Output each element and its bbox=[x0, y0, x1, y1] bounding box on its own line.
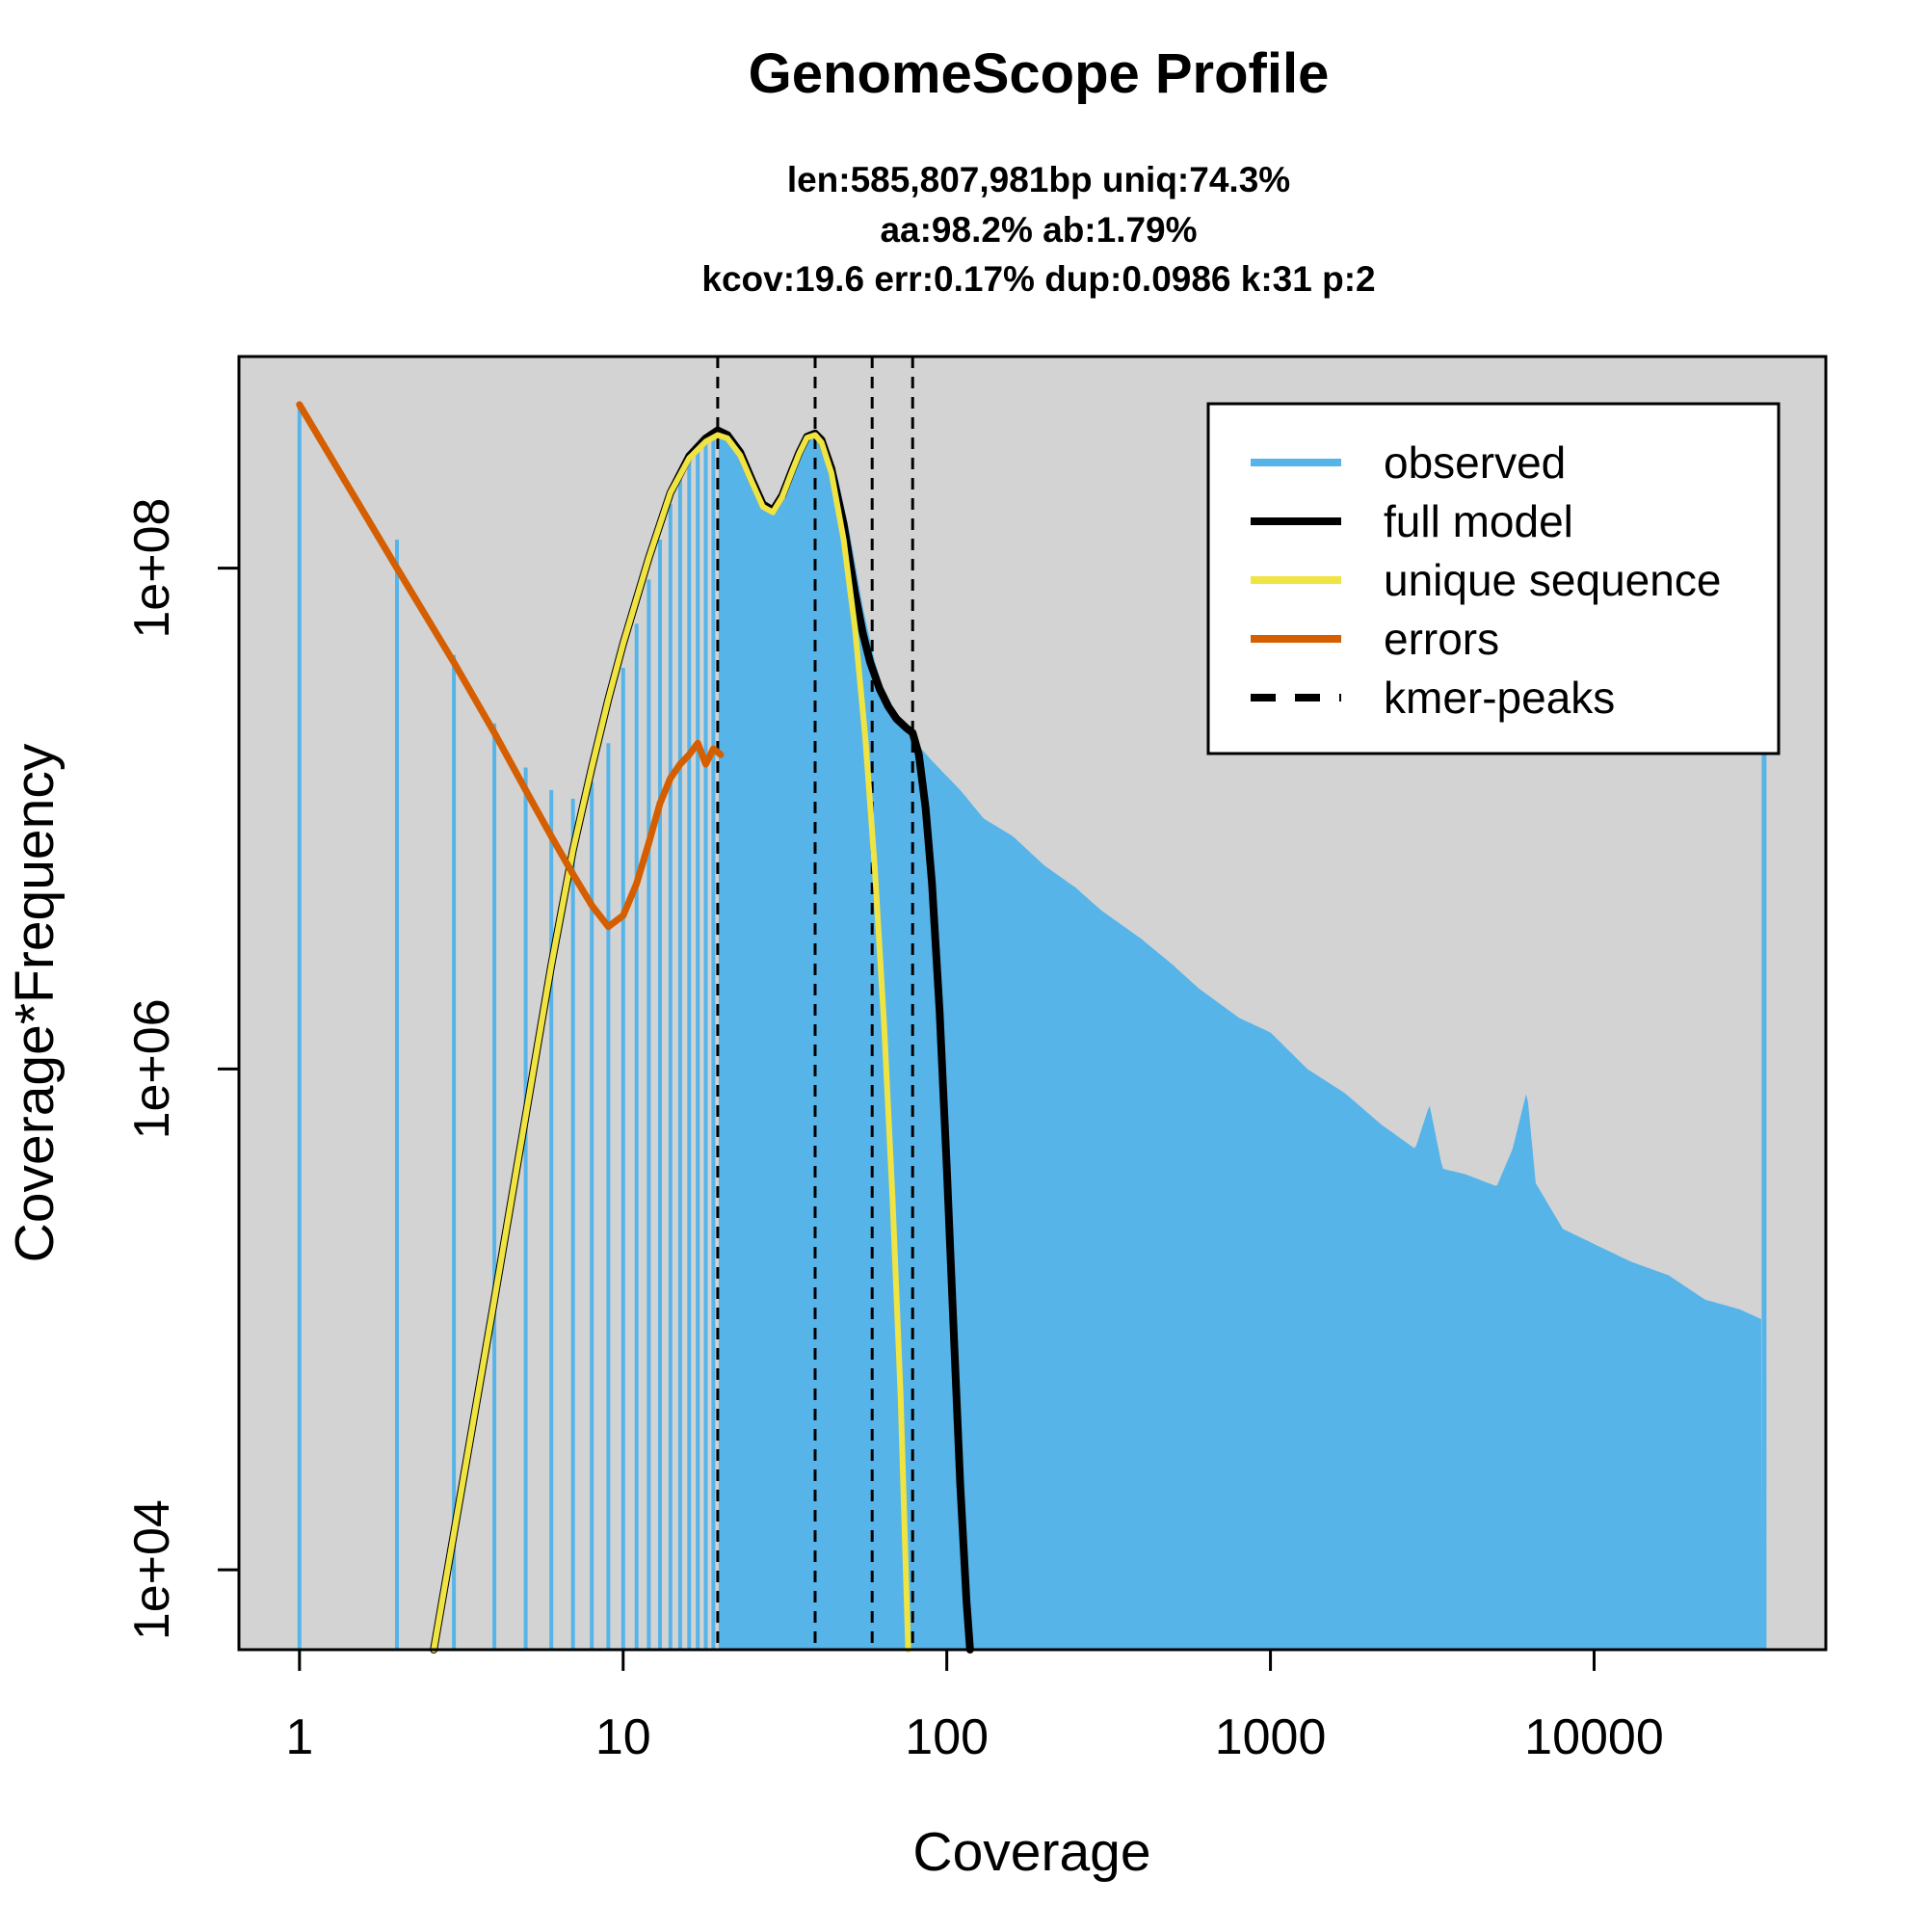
observed-area bbox=[720, 429, 1762, 1651]
chart-subtitle-line-3: kcov:19.6 err:0.17% dup:0.0986 k:31 p:2 bbox=[701, 259, 1375, 299]
legend-label-kmer-peaks: kmer-peaks bbox=[1384, 673, 1615, 723]
x-tick-label-10000: 10000 bbox=[1524, 1709, 1664, 1765]
chart-subtitle-line-1: len:585,807,981bp uniq:74.3% bbox=[787, 160, 1290, 199]
x-tick-label-1000: 1000 bbox=[1215, 1709, 1327, 1765]
model-series-layer bbox=[296, 401, 974, 1654]
y-axis: 1e+04 1e+06 1e+08 bbox=[124, 498, 241, 1640]
x-axis: 1 10 100 1000 10000 bbox=[285, 1648, 1664, 1765]
chart-title: GenomeScope Profile bbox=[749, 42, 1330, 105]
legend-label-observed: observed bbox=[1384, 437, 1566, 488]
legend-label-full-model: full model bbox=[1384, 496, 1573, 546]
legend-label-errors: errors bbox=[1384, 614, 1499, 664]
legend-label-unique-sequence: unique sequence bbox=[1384, 555, 1721, 605]
x-tick-label-10: 10 bbox=[595, 1709, 651, 1765]
y-tick-label-1e+06: 1e+06 bbox=[124, 998, 180, 1139]
unique-sequence-line bbox=[431, 432, 911, 1653]
y-tick-label-1e+08: 1e+08 bbox=[124, 498, 180, 639]
kmer-peaks-layer bbox=[716, 357, 914, 1650]
legend: observed full model unique sequence errors k… bbox=[1206, 402, 1781, 755]
x-tick-label-1: 1 bbox=[285, 1709, 313, 1765]
x-axis-label: Coverage bbox=[912, 1821, 1150, 1883]
y-tick-label-1e+04: 1e+04 bbox=[124, 1499, 180, 1640]
chart-subtitle-line-2: aa:98.2% ab:1.79% bbox=[880, 210, 1197, 250]
observed-series bbox=[297, 404, 1767, 1651]
y-axis-label: Coverage*Frequency bbox=[4, 743, 66, 1262]
errors-line bbox=[296, 401, 725, 931]
x-tick-label-100: 100 bbox=[905, 1709, 989, 1765]
